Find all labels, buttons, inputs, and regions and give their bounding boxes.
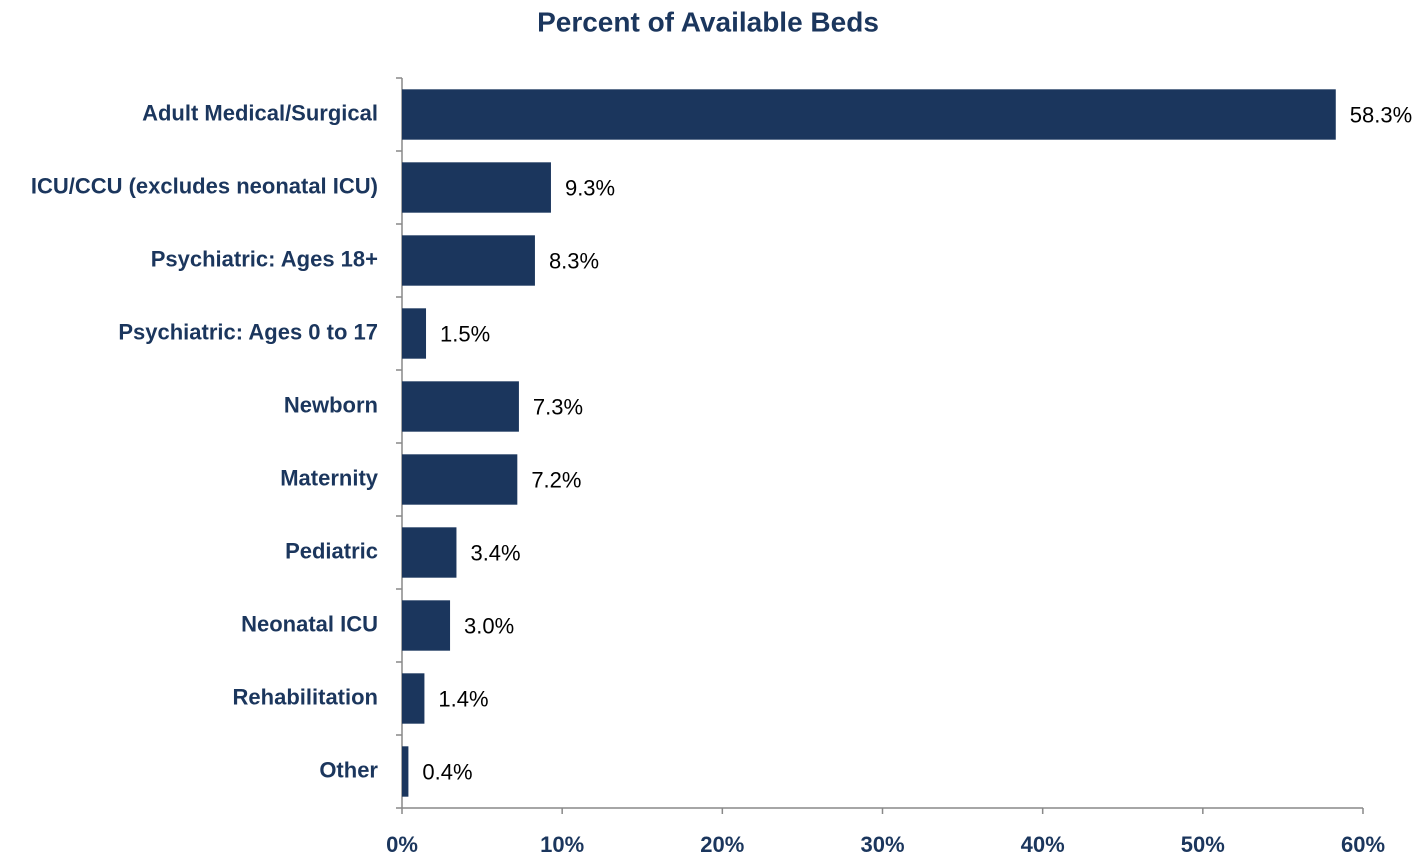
- value-label: 8.3%: [549, 248, 599, 273]
- x-tick-label: 50%: [1181, 832, 1225, 857]
- bar: [402, 454, 518, 505]
- value-label: 3.4%: [470, 540, 520, 565]
- x-tick-label: 0%: [386, 832, 418, 857]
- y-tick-label: Psychiatric: Ages 18+: [151, 246, 378, 271]
- chart-title: Percent of Available Beds: [537, 6, 879, 37]
- value-label: 7.3%: [533, 394, 583, 419]
- bar: [402, 673, 425, 724]
- value-label: 7.2%: [531, 467, 581, 492]
- bar: [402, 527, 457, 578]
- value-label: 58.3%: [1350, 102, 1412, 127]
- x-tick-label: 40%: [1021, 832, 1065, 857]
- y-tick-label: Maternity: [280, 465, 379, 490]
- bar: [402, 746, 409, 797]
- x-tick-label: 10%: [540, 832, 584, 857]
- y-tick-label: Psychiatric: Ages 0 to 17: [118, 319, 378, 344]
- y-tick-label: Rehabilitation: [233, 684, 378, 709]
- value-label: 3.0%: [464, 613, 514, 638]
- bar: [402, 600, 451, 651]
- bar: [402, 162, 551, 213]
- x-tick-label: 20%: [700, 832, 744, 857]
- y-tick-label: Pediatric: [285, 538, 378, 563]
- bar: [402, 235, 535, 286]
- value-label: 1.5%: [440, 321, 490, 346]
- y-tick-label: ICU/CCU (excludes neonatal ICU): [31, 173, 378, 198]
- x-tick-label: 60%: [1341, 832, 1385, 857]
- y-tick-label: Adult Medical/Surgical: [142, 100, 378, 125]
- bar: [402, 89, 1336, 140]
- y-tick-label: Other: [319, 757, 378, 782]
- value-label: 9.3%: [565, 175, 615, 200]
- y-tick-label: Newborn: [284, 392, 378, 417]
- value-label: 1.4%: [438, 686, 488, 711]
- x-tick-label: 30%: [860, 832, 904, 857]
- value-label: 0.4%: [422, 759, 472, 784]
- bar: [402, 308, 427, 359]
- y-tick-label: Neonatal ICU: [241, 611, 378, 636]
- bar: [402, 381, 519, 432]
